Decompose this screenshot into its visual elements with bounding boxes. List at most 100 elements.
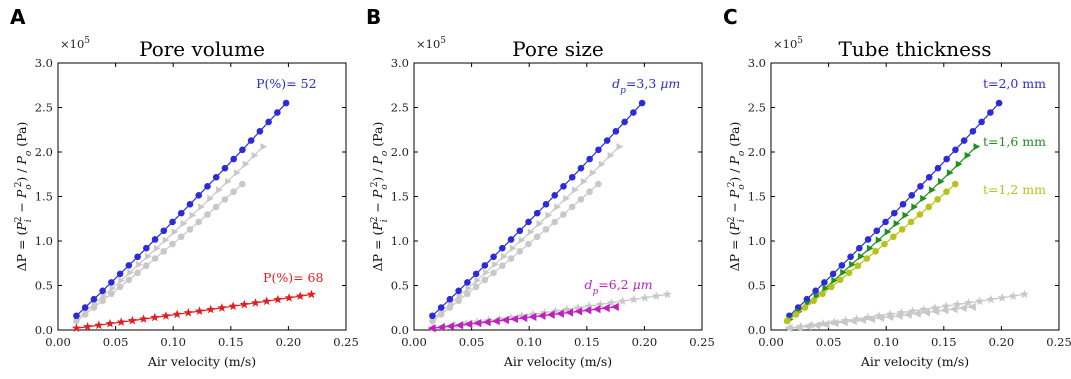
- data-point: [169, 218, 176, 226]
- data-point: [629, 294, 639, 304]
- data-point: [595, 146, 602, 154]
- data-point: [274, 109, 281, 116]
- data-point: [491, 316, 500, 326]
- data-point: [162, 236, 170, 244]
- y-tick-label: 0.0: [35, 323, 53, 337]
- y-tick-label: 3.0: [748, 56, 766, 70]
- data-point: [919, 304, 929, 314]
- y-tick-label: 1.0: [391, 234, 409, 248]
- data-point: [907, 306, 918, 315]
- data-point: [195, 218, 202, 226]
- data-point: [242, 160, 250, 168]
- data-point: [854, 262, 862, 270]
- data-point: [911, 203, 919, 211]
- data-point: [839, 317, 848, 327]
- data-point: [160, 248, 168, 255]
- data-point: [127, 268, 134, 277]
- data-point: [517, 311, 527, 320]
- data-point: [109, 284, 117, 292]
- data-point: [554, 203, 562, 211]
- data-point: [586, 155, 593, 163]
- data-point: [177, 233, 185, 241]
- data-point: [662, 289, 673, 299]
- data-point: [618, 296, 628, 306]
- series-0: [429, 99, 646, 320]
- data-point: [946, 169, 954, 177]
- data-point: [204, 211, 211, 218]
- data-point: [533, 209, 541, 217]
- data-point: [153, 244, 161, 252]
- data-point: [577, 196, 585, 203]
- data-point: [589, 169, 597, 177]
- data-point: [180, 220, 188, 228]
- data-point: [847, 253, 854, 261]
- data-point: [964, 151, 972, 160]
- data-point: [204, 183, 211, 190]
- x-tick-label: 0.15: [931, 335, 957, 349]
- data-point: [473, 319, 482, 328]
- data-point: [81, 304, 89, 311]
- data-point: [863, 312, 873, 322]
- data-point: [995, 99, 1003, 107]
- data-point: [518, 236, 526, 244]
- data-point: [829, 270, 837, 278]
- data-point: [239, 180, 246, 188]
- data-point: [464, 320, 473, 329]
- data-point: [492, 260, 499, 269]
- data-point: [436, 323, 445, 332]
- data-point: [507, 236, 515, 243]
- data-point: [450, 320, 460, 330]
- data-point: [151, 236, 159, 243]
- y-tick-label: 1.5: [748, 190, 766, 204]
- data-point: [142, 262, 150, 270]
- x-tick-label: 0.05: [103, 335, 129, 349]
- y-tick-label: 2.0: [391, 145, 409, 159]
- chart-title: Tube thickness: [838, 37, 991, 61]
- data-point: [145, 252, 152, 260]
- data-point: [247, 137, 255, 144]
- data-point: [997, 293, 1007, 302]
- data-point: [99, 297, 106, 305]
- data-point: [849, 260, 856, 269]
- series-3: [73, 180, 246, 325]
- x-tick-label: 0.20: [276, 335, 302, 349]
- data-point: [151, 255, 159, 262]
- data-point: [525, 240, 532, 248]
- data-point: [952, 180, 959, 188]
- data-point: [592, 304, 601, 314]
- data-point: [838, 262, 846, 269]
- data-point: [545, 211, 553, 219]
- data-point: [621, 118, 628, 126]
- data-point: [455, 297, 462, 305]
- data-point: [525, 218, 532, 226]
- data-point: [884, 228, 892, 236]
- data-point: [99, 287, 106, 295]
- x-tick-label: 0.15: [574, 335, 600, 349]
- data-point: [803, 322, 811, 331]
- data-point: [429, 312, 436, 320]
- data-point: [481, 262, 489, 269]
- data-point: [885, 309, 895, 319]
- data-point: [206, 304, 216, 314]
- data-point: [116, 317, 126, 327]
- series-0: [786, 99, 1003, 320]
- data-point: [922, 308, 931, 317]
- y-tick-label: 0.5: [748, 279, 766, 293]
- data-point: [228, 301, 238, 311]
- data-point: [501, 252, 508, 260]
- data-point: [539, 307, 549, 317]
- data-point: [958, 303, 967, 313]
- data-point: [601, 303, 610, 313]
- data-point: [955, 160, 963, 168]
- data-point: [572, 186, 579, 194]
- data-point: [930, 303, 940, 312]
- data-point: [499, 244, 506, 252]
- data-point: [143, 244, 150, 252]
- data-point: [506, 312, 516, 322]
- data-point: [550, 306, 561, 315]
- y-tick-label: 1.0: [35, 234, 53, 248]
- data-point: [282, 99, 290, 107]
- data-point: [812, 287, 819, 295]
- data-point: [574, 307, 583, 316]
- data-point: [498, 262, 506, 270]
